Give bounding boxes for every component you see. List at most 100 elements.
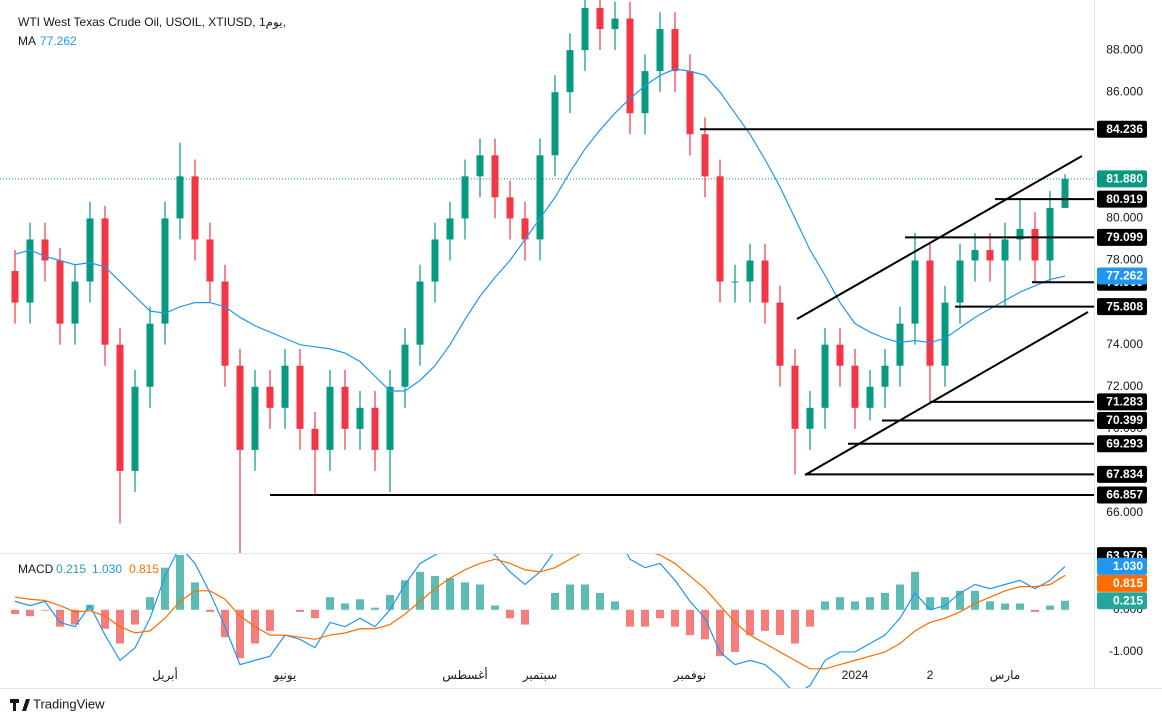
macd-histogram-bar (791, 609, 799, 644)
candle-body (941, 302, 949, 366)
candle-body (761, 260, 769, 303)
candle-body (776, 302, 784, 366)
price-label: 84.236 (1106, 122, 1143, 136)
macd-histogram-bar (161, 567, 169, 610)
y-tick-label: 80.000 (1106, 211, 1143, 225)
macd-histogram-bar (806, 609, 814, 627)
candle-body (386, 386, 394, 450)
candle-body (731, 281, 739, 283)
candle-body (581, 8, 589, 51)
candle-body (911, 260, 919, 324)
macd-histogram-bar (266, 609, 274, 631)
price-label: 80.919 (1106, 192, 1143, 206)
price-label: 69.293 (1106, 436, 1143, 450)
macd-legend-value: 0.815 (129, 562, 159, 576)
candle-body (356, 407, 364, 429)
price-label: 1.030 (1113, 559, 1143, 573)
candle-body (641, 71, 649, 114)
macd-title: MACD (18, 562, 54, 576)
macd-histogram-bar (236, 609, 244, 659)
macd-histogram-bar (701, 609, 709, 640)
macd-histogram-bar (881, 592, 889, 610)
macd-histogram-bar (851, 601, 859, 610)
price-label-bg (1097, 393, 1147, 411)
macd-histogram-bar (626, 609, 634, 627)
candle-body (881, 365, 889, 387)
y-tick-label: 86.000 (1106, 84, 1143, 98)
macd-histogram-bar (671, 609, 679, 627)
signal-line (14, 554, 1066, 670)
candle-body (266, 386, 274, 408)
macd-histogram-bar (1016, 603, 1024, 610)
macd-histogram-bar (371, 607, 379, 610)
candle-body (671, 29, 679, 72)
macd-histogram-bar (206, 609, 214, 612)
macd-histogram-bar (656, 609, 664, 619)
price-label-bg (1097, 267, 1147, 285)
price-label-bg (1097, 120, 1147, 138)
price-label: 70.399 (1106, 413, 1143, 427)
price-label-bg (1097, 592, 1147, 610)
candle-body (101, 218, 109, 345)
candle-body (461, 176, 469, 219)
macd-histogram-bar (341, 603, 349, 610)
macd-histogram-bar (551, 592, 559, 610)
candle-body (701, 134, 709, 177)
candle-body (1031, 228, 1039, 261)
macd-histogram-bar (911, 571, 919, 610)
indicator-name: MA (18, 34, 36, 48)
macd-histogram-bar (596, 592, 604, 610)
price-label: 0.215 (1113, 593, 1143, 607)
macd-histogram-bar (776, 609, 784, 636)
candle-body (371, 407, 379, 450)
candle-body (1016, 228, 1024, 240)
price-label-bg (1097, 170, 1147, 188)
macd-histogram-bar (1061, 600, 1069, 610)
candle-body (956, 260, 964, 303)
macd-histogram-bar (41, 609, 49, 611)
macd-histogram-bar (731, 609, 739, 652)
candle-body (851, 365, 859, 408)
candle-body (596, 8, 604, 30)
candle-body (41, 239, 49, 261)
macd-histogram-bar (461, 582, 469, 610)
y-tick-label: 78.000 (1106, 253, 1143, 267)
candle-body (161, 218, 169, 324)
macd-histogram-bar (56, 609, 64, 627)
candle-body (746, 260, 754, 282)
macd-histogram-bar (131, 609, 139, 625)
brand-name: TradingView (33, 696, 105, 711)
macd-histogram-bar (746, 609, 754, 636)
macd-legend-value: 0.215 (56, 562, 86, 576)
candle-body (191, 176, 199, 240)
candle-body (26, 239, 34, 303)
macd-histogram-bar (686, 609, 694, 636)
candle-body (221, 281, 229, 366)
candle-body (791, 365, 799, 429)
candle-body (56, 260, 64, 324)
macd-histogram-bar (176, 555, 184, 610)
candle-body (116, 344, 124, 471)
candle-body (806, 407, 814, 429)
x-tick-label: سبتمبر (522, 668, 557, 683)
macd-histogram-bar (296, 609, 304, 612)
brand-logo (10, 699, 30, 711)
y-tick-label: 74.000 (1106, 337, 1143, 351)
macd-pane (11, 554, 1069, 688)
candle-body (611, 18, 619, 30)
ma-line (14, 68, 1066, 392)
macd-histogram-bar (86, 604, 94, 610)
price-label-bg (1097, 574, 1147, 592)
overlay: 88.00086.00080.00078.00074.00072.00070.0… (152, 42, 1147, 683)
candle-body (131, 386, 139, 471)
macd-histogram-bar (386, 595, 394, 610)
macd-histogram-bar (191, 582, 199, 610)
macd-histogram-bar (416, 571, 424, 610)
price-label: 77.262 (1106, 269, 1143, 283)
candle-body (281, 365, 289, 408)
trend-line (804, 311, 1089, 476)
x-tick-label: أبريل (152, 667, 178, 683)
